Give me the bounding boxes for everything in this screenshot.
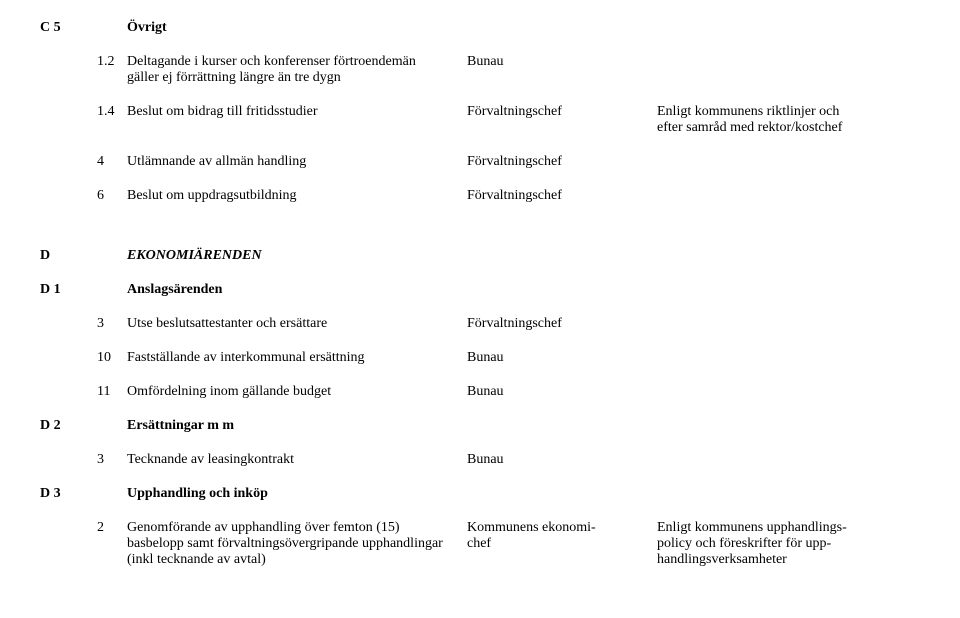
list-item: 1.2 Deltagande i kurser och konferenser …	[40, 54, 920, 86]
item-text: Utse beslutsattestanter och ersättare	[127, 316, 467, 332]
section-code: C 5	[40, 20, 95, 36]
item-mid: Bunau	[467, 54, 657, 70]
item-right: efter samråd med rektor/kostchef	[657, 120, 910, 136]
item-number: 6	[95, 188, 127, 204]
section-d1-header: D 1 Anslagsärenden	[40, 282, 920, 298]
item-text: Genomförande av upphandling över femton …	[127, 520, 457, 536]
document-page: C 5 Övrigt 1.2 Deltagande i kurser och k…	[0, 0, 960, 592]
section-d-header: D EKONOMIÄRENDEN	[40, 248, 920, 264]
list-item: 11 Omfördelning inom gällande budget Bun…	[40, 384, 920, 400]
item-text: Beslut om bidrag till fritidsstudier	[127, 104, 467, 120]
item-number: 2	[95, 520, 127, 536]
item-mid: Kommunens ekonomi-	[467, 520, 647, 536]
item-mid: Bunau	[467, 452, 657, 468]
item-number: 4	[95, 154, 127, 170]
item-text: gäller ej förrättning längre än tre dygn	[127, 70, 457, 86]
section-heading: Övrigt	[127, 20, 467, 36]
item-text: Fastställande av interkommunal ersättnin…	[127, 350, 467, 366]
item-text: Tecknande av leasingkontrakt	[127, 452, 467, 468]
list-item: 10 Fastställande av interkommunal ersätt…	[40, 350, 920, 366]
item-number: 3	[95, 316, 127, 332]
section-d2-header: D 2 Ersättningar m m	[40, 418, 920, 434]
item-mid: Förvaltningschef	[467, 316, 657, 332]
item-number: 10	[95, 350, 127, 366]
item-text: Beslut om uppdragsutbildning	[127, 188, 467, 204]
item-mid: Förvaltningschef	[467, 188, 657, 204]
section-code: D 1	[40, 282, 95, 298]
item-mid: chef	[467, 536, 647, 552]
section-code: D 2	[40, 418, 95, 434]
item-number: 3	[95, 452, 127, 468]
section-heading: Anslagsärenden	[127, 282, 467, 298]
item-number: 1.4	[95, 104, 127, 120]
item-right: Enligt kommunens upphandlings-	[657, 520, 910, 536]
item-number: 11	[95, 384, 127, 400]
list-item: 1.4 Beslut om bidrag till fritidsstudier…	[40, 104, 920, 136]
item-mid: Bunau	[467, 384, 657, 400]
item-right: handlingsverksamheter	[657, 552, 910, 568]
item-right: policy och föreskrifter för upp-	[657, 536, 910, 552]
section-c5-header: C 5 Övrigt	[40, 20, 920, 36]
item-right: Enligt kommunens riktlinjer och	[657, 104, 910, 120]
section-code: D	[40, 248, 95, 264]
list-item: 4 Utlämnande av allmän handling Förvaltn…	[40, 154, 920, 170]
item-text: basbelopp samt förvaltningsövergripande …	[127, 536, 457, 552]
section-heading: Upphandling och inköp	[127, 486, 467, 502]
list-item: 6 Beslut om uppdragsutbildning Förvaltni…	[40, 188, 920, 204]
item-mid: Förvaltningschef	[467, 154, 657, 170]
section-code: D 3	[40, 486, 95, 502]
list-item: 3 Tecknande av leasingkontrakt Bunau	[40, 452, 920, 468]
list-item: 3 Utse beslutsattestanter och ersättare …	[40, 316, 920, 332]
section-heading: Ersättningar m m	[127, 418, 467, 434]
item-mid: Förvaltningschef	[467, 104, 657, 120]
item-text: Omfördelning inom gällande budget	[127, 384, 467, 400]
item-text: (inkl tecknande av avtal)	[127, 552, 457, 568]
item-number: 1.2	[95, 54, 127, 70]
item-text: Utlämnande av allmän handling	[127, 154, 467, 170]
item-mid: Bunau	[467, 350, 657, 366]
section-heading: EKONOMIÄRENDEN	[127, 248, 467, 264]
item-text: Deltagande i kurser och konferenser fört…	[127, 54, 457, 70]
list-item: 2 Genomförande av upphandling över femto…	[40, 520, 920, 568]
section-d3-header: D 3 Upphandling och inköp	[40, 486, 920, 502]
